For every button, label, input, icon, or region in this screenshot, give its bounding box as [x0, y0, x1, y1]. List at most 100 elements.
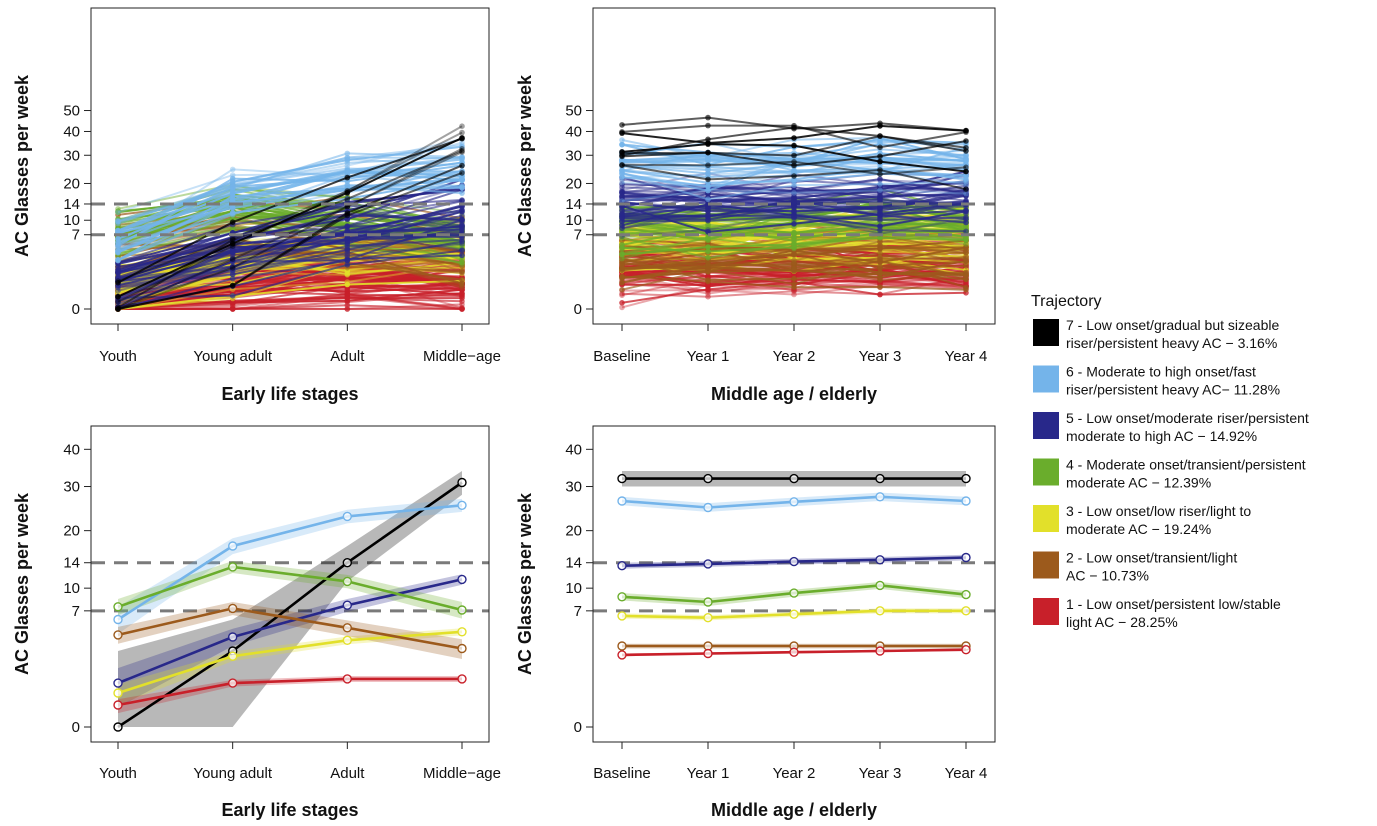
trajectory-point-class-2: [459, 268, 465, 275]
trajectory-point-class-7: [963, 138, 969, 144]
trajectory-point-class-6: [229, 182, 236, 189]
confidence-band-class-6: [118, 498, 462, 634]
mean-point-class-4: [617, 592, 627, 602]
trajectory-point-class-1: [344, 286, 351, 293]
mean-point-class-6: [703, 502, 713, 513]
x-tick-label: Year 3: [859, 348, 902, 365]
mean-point-class-4: [961, 589, 971, 600]
mean-point-class-6: [617, 496, 627, 506]
trajectory-point-class-5: [229, 293, 236, 299]
y-tick-label: 20: [565, 523, 582, 540]
trajectory-point-class-5: [877, 227, 883, 233]
trajectory-point-class-6: [963, 190, 969, 197]
y-tick-label: 7: [574, 227, 582, 244]
trajectory-point-class-5: [877, 223, 883, 229]
trajectory-point-class-4: [791, 230, 797, 237]
trajectory-point-class-4: [705, 248, 711, 255]
trajectory-point-class-3: [344, 267, 351, 274]
trajectory-point-class-2: [877, 257, 883, 264]
trajectory-point-class-6: [115, 228, 121, 234]
trajectory-point-class-4: [791, 245, 797, 252]
y-tick-label: 7: [72, 227, 80, 244]
trajectory-point-class-5: [791, 221, 797, 227]
trajectory-point-class-6: [619, 141, 625, 148]
trajectory-point-class-5: [791, 212, 797, 218]
trajectory-point-class-6: [115, 249, 121, 256]
trajectory-line-class-5: [621, 212, 967, 238]
trajectory-point-class-6: [229, 182, 236, 188]
trajectory-point-class-1: [619, 290, 625, 297]
trajectory-line-class-6: [117, 175, 463, 261]
trajectory-point-class-7: [229, 265, 236, 271]
x-tick-label: Youth: [99, 348, 137, 365]
trajectory-point-class-2: [963, 260, 969, 267]
x-tick-label: Middle−age: [423, 765, 501, 782]
trajectory-point-class-5: [877, 193, 883, 200]
mean-point-class-6: [789, 497, 799, 507]
legend-swatch-class-4: [1033, 458, 1059, 486]
legend-label-class-3: 3 - Low onset/low riser/light to: [1066, 503, 1251, 519]
trajectory-point-class-6: [344, 167, 351, 174]
legend-label-class-6: 6 - Moderate to high onset/fast: [1066, 364, 1256, 380]
trajectory-point-class-5: [791, 199, 797, 205]
trajectory-point-class-1: [705, 293, 711, 300]
mean-point-class-2: [113, 630, 123, 640]
confidence-band-class-7: [118, 471, 462, 727]
y-tick-label: 0: [574, 301, 582, 318]
y-tick-label: 50: [63, 103, 80, 120]
trajectory-line-class-3: [117, 263, 463, 310]
trajectory-point-class-7: [705, 136, 711, 143]
trajectory-point-class-5: [115, 269, 121, 276]
trajectory-point-class-7: [229, 219, 236, 225]
trajectory-point-class-1: [344, 306, 351, 312]
mean-line-class-5: [117, 578, 463, 685]
legend-swatch-class-1: [1033, 598, 1059, 625]
y-tick-label: 0: [72, 719, 80, 736]
mean-point-class-4: [113, 602, 123, 612]
trajectory-point-class-6: [705, 196, 711, 203]
trajectory-point-class-7: [459, 135, 465, 141]
trajectory-point-class-2: [705, 267, 711, 274]
legend-swatch-class-6: [1033, 365, 1059, 393]
trajectory-point-class-4: [459, 259, 465, 266]
panel-late-means: 0 7 10 14 20 30 40 Baseline Year 1 Year 2 Year 3 Ye…: [515, 425, 996, 820]
trajectory-point-class-7: [791, 173, 797, 179]
trajectory-point-class-7: [705, 114, 711, 121]
mean-line-class-4: [117, 565, 463, 612]
trajectory-point-class-7: [344, 190, 351, 196]
trajectory-point-class-7: [229, 240, 236, 247]
y-tick-label: 40: [565, 123, 582, 140]
trajectory-point-class-6: [791, 168, 797, 175]
legend-label-class-4: 4 - Moderate onset/transient/persistent: [1066, 457, 1306, 473]
confidence-band-class-1: [118, 676, 462, 714]
trajectory-point-class-6: [619, 168, 625, 175]
trajectory-point-class-6: [459, 185, 465, 191]
trajectory-point-class-6: [459, 139, 465, 146]
y-tick-label: 30: [63, 147, 80, 164]
x-tick-label: Year 1: [687, 348, 730, 365]
legend-label-class-6: riser/persistent heavy AC− 11.28%: [1066, 382, 1280, 398]
panel-early-means: 0 7 10 14 20 30 40 Youth Young adult Adult Middle−…: [12, 425, 501, 820]
trajectory-point-class-2: [963, 249, 969, 256]
trajectory-point-class-5: [459, 197, 465, 204]
legend-label-class-4: moderate AC − 12.39%: [1066, 475, 1211, 491]
trajectory-point-class-7: [705, 176, 711, 183]
trajectory-point-class-5: [619, 218, 625, 224]
trajectory-point-class-6: [229, 188, 236, 195]
trajectory-point-class-6: [619, 179, 625, 186]
trajectory-point-class-1: [459, 301, 465, 308]
mean-point-class-2: [703, 641, 713, 651]
trajectory-point-class-5: [459, 247, 465, 254]
trajectory-point-class-7: [791, 142, 797, 149]
trajectory-point-class-1: [229, 299, 236, 306]
trajectory-point-class-2: [877, 243, 883, 249]
trajectory-point-class-7: [877, 167, 883, 173]
trajectory-point-class-6: [459, 176, 465, 183]
y-tick-label: 40: [63, 441, 80, 458]
trajectory-line-class-5: [117, 218, 463, 303]
x-tick-label: Year 2: [773, 348, 816, 365]
y-tick-label: 40: [565, 441, 582, 458]
trajectory-point-class-1: [705, 287, 711, 293]
trajectory-point-class-1: [344, 277, 351, 283]
trajectory-point-class-1: [619, 304, 625, 311]
